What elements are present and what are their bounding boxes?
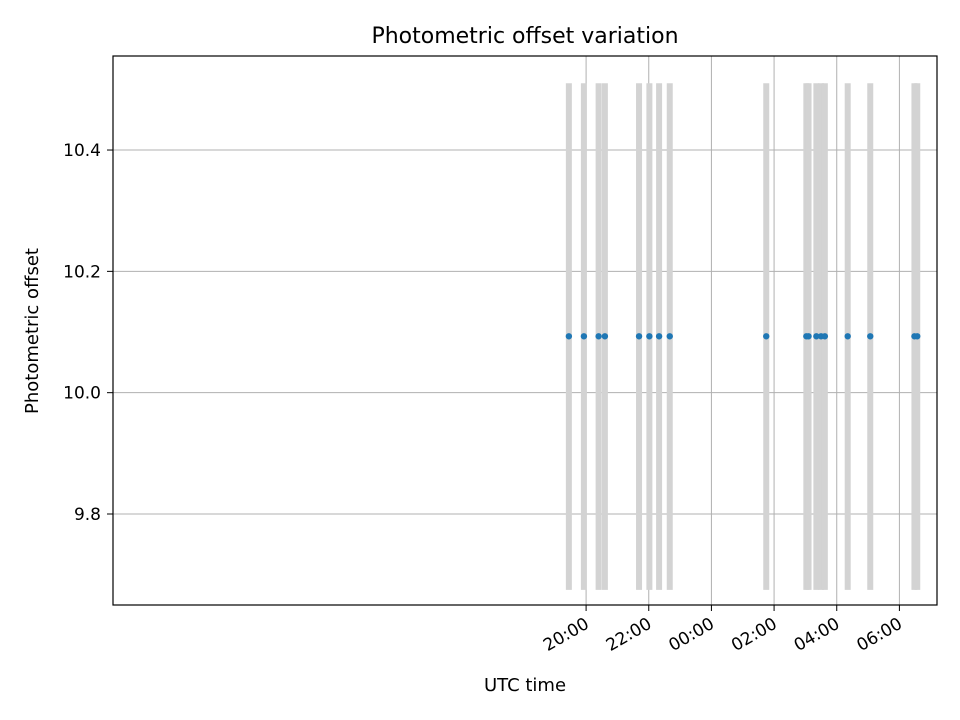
y-tick-label: 9.8 bbox=[74, 505, 101, 525]
x-tick-label: 04:00 bbox=[791, 614, 843, 656]
data-point bbox=[666, 333, 673, 340]
data-point bbox=[601, 333, 609, 340]
data-point bbox=[646, 333, 653, 340]
x-tick-label: 00:00 bbox=[665, 614, 717, 656]
x-tick-label: 22:00 bbox=[603, 614, 655, 656]
data-point bbox=[580, 333, 588, 340]
y-tick-label: 10.2 bbox=[63, 262, 101, 282]
x-tick-label: 02:00 bbox=[728, 614, 780, 656]
chart-title: Photometric offset variation bbox=[371, 24, 678, 49]
data-point bbox=[914, 333, 921, 340]
x-axis-label: UTC time bbox=[484, 675, 566, 696]
data-point bbox=[655, 333, 663, 340]
data-points bbox=[565, 333, 921, 340]
y-tick-label: 10.0 bbox=[63, 384, 101, 404]
data-point bbox=[813, 333, 820, 340]
data-point bbox=[867, 333, 874, 340]
data-point bbox=[805, 333, 812, 340]
data-point bbox=[821, 333, 829, 340]
data-point bbox=[763, 333, 770, 340]
data-point bbox=[635, 333, 643, 340]
y-axis-label: Photometric offset bbox=[22, 248, 43, 414]
y-axis-ticks: 9.8 10.0 10.2 10.4 bbox=[63, 141, 113, 525]
x-axis-ticks: 20:00 22:00 00:00 02:00 04:00 06:00 bbox=[540, 605, 906, 656]
y-tick-label: 10.4 bbox=[63, 141, 101, 161]
x-tick-label: 06:00 bbox=[853, 614, 905, 656]
x-tick-label: 20:00 bbox=[540, 614, 592, 656]
data-point bbox=[844, 333, 851, 340]
data-point bbox=[595, 333, 602, 340]
data-point bbox=[565, 333, 573, 340]
plot-frame bbox=[112, 55, 938, 606]
